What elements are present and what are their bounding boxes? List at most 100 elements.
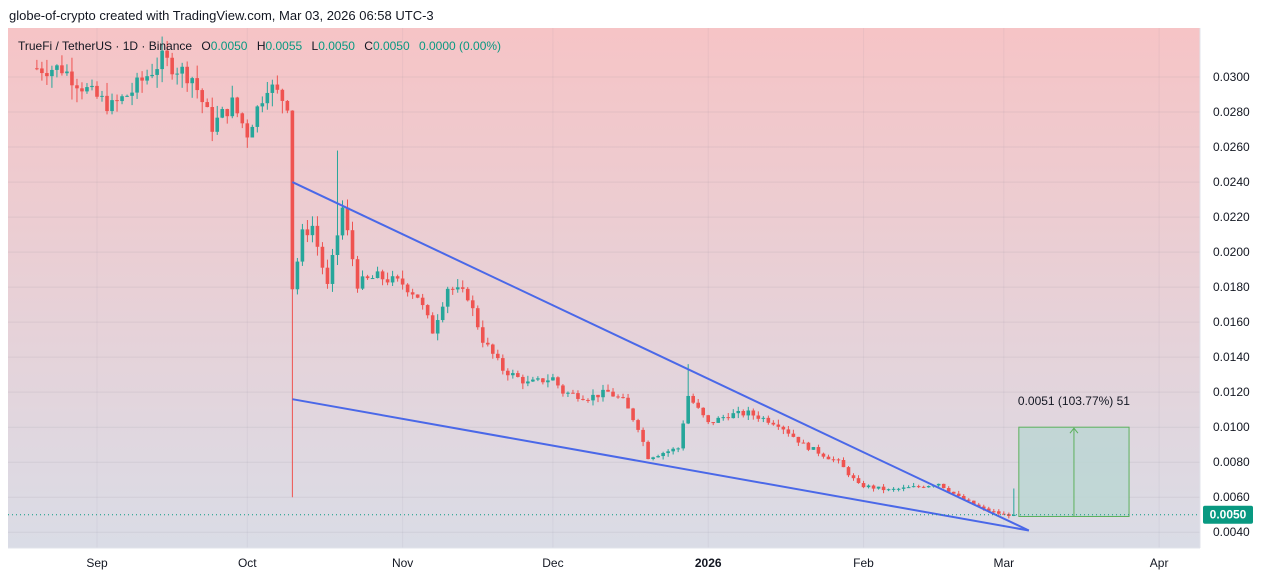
candle-body xyxy=(641,429,645,442)
candle-body xyxy=(876,486,881,489)
candle-body xyxy=(285,100,290,111)
candle xyxy=(816,444,821,457)
candle-body xyxy=(526,381,530,384)
candle-body xyxy=(921,486,926,488)
legend-low-value: 0.0050 xyxy=(318,39,355,53)
candle-body xyxy=(916,486,921,488)
candle-body xyxy=(841,460,846,468)
candle-body xyxy=(155,69,159,75)
candle-body xyxy=(35,68,39,70)
candle xyxy=(866,484,871,489)
candle-body xyxy=(215,117,220,132)
candle-body xyxy=(611,391,615,397)
candle-body xyxy=(531,379,535,382)
candle xyxy=(285,99,290,114)
candle xyxy=(701,407,706,418)
candle xyxy=(335,150,340,266)
candle-body xyxy=(991,511,996,513)
candle-body xyxy=(430,315,435,334)
candle-body xyxy=(976,504,981,507)
candle xyxy=(155,57,159,88)
candle xyxy=(395,274,400,282)
candle xyxy=(400,270,405,290)
candle-body xyxy=(180,66,184,74)
candle xyxy=(385,272,390,286)
candle xyxy=(440,302,445,323)
candle xyxy=(656,454,660,458)
legend: TrueFi / TetherUS · 1D · Binance O0.0050… xyxy=(18,39,501,53)
candle xyxy=(731,409,736,419)
candle xyxy=(551,373,555,381)
candle xyxy=(135,72,139,99)
legend-high-value: 0.0055 xyxy=(265,39,302,53)
candle xyxy=(215,105,220,135)
price-tick-label: 0.0300 xyxy=(1213,70,1250,84)
candle-body xyxy=(981,506,986,509)
candle xyxy=(621,393,625,399)
candle-body xyxy=(130,92,134,96)
candle xyxy=(75,78,79,103)
candle xyxy=(696,398,700,409)
candle xyxy=(290,110,295,498)
upper-trendline[interactable] xyxy=(291,181,1030,532)
candle-body xyxy=(986,508,991,512)
candle-body xyxy=(886,489,891,491)
candle xyxy=(531,376,535,383)
candle-body xyxy=(60,65,64,74)
candle-body xyxy=(315,225,320,247)
candle xyxy=(200,88,205,114)
candle xyxy=(651,456,655,461)
candle xyxy=(801,439,806,444)
candle xyxy=(330,248,335,292)
candle-body xyxy=(410,292,415,295)
candle xyxy=(511,369,515,379)
candle xyxy=(876,486,881,490)
candle-body xyxy=(771,422,776,425)
watermark-text: globe-of-crypto created with TradingView… xyxy=(9,8,434,23)
candle xyxy=(70,57,74,100)
candle-body xyxy=(380,271,385,280)
candle-body xyxy=(40,68,44,74)
time-axis-panel[interactable] xyxy=(0,548,1280,584)
lower-trendline[interactable] xyxy=(292,398,1030,532)
candle-body xyxy=(966,499,971,501)
candle xyxy=(506,368,510,381)
candle xyxy=(941,483,946,489)
candle-body xyxy=(686,395,690,424)
candle-body xyxy=(926,486,931,488)
last-price-label: 0.0050 xyxy=(1210,508,1247,522)
candle-body xyxy=(861,483,866,488)
candle xyxy=(686,364,690,425)
price-axis-panel[interactable] xyxy=(1200,28,1280,548)
candle xyxy=(460,280,465,293)
candle xyxy=(886,488,891,492)
candle-body xyxy=(475,308,480,328)
candle-body xyxy=(365,276,370,279)
candle-body xyxy=(946,488,951,492)
candle-body xyxy=(310,225,315,236)
candle-body xyxy=(160,50,164,70)
candle xyxy=(205,98,210,108)
candle xyxy=(796,436,801,446)
candle xyxy=(420,293,425,310)
candle xyxy=(791,429,796,438)
candle xyxy=(601,384,605,402)
candle-body xyxy=(320,246,325,268)
legend-close-value: 0.0050 xyxy=(373,39,410,53)
grid xyxy=(8,28,1200,548)
candle xyxy=(901,484,906,492)
candle xyxy=(671,447,675,455)
candle-body xyxy=(721,417,726,419)
candle-body xyxy=(756,415,761,419)
target-measure-label: 0.0051 (103.77%) 51 xyxy=(1018,394,1130,408)
candle-body xyxy=(801,442,806,444)
candle xyxy=(636,418,640,433)
time-tick-label: Nov xyxy=(392,556,413,570)
target-arrow-head xyxy=(1069,427,1079,434)
candle xyxy=(225,108,230,124)
time-tick-label: Mar xyxy=(993,556,1014,570)
candle xyxy=(45,59,49,85)
candle xyxy=(60,55,64,76)
candle xyxy=(145,69,149,85)
